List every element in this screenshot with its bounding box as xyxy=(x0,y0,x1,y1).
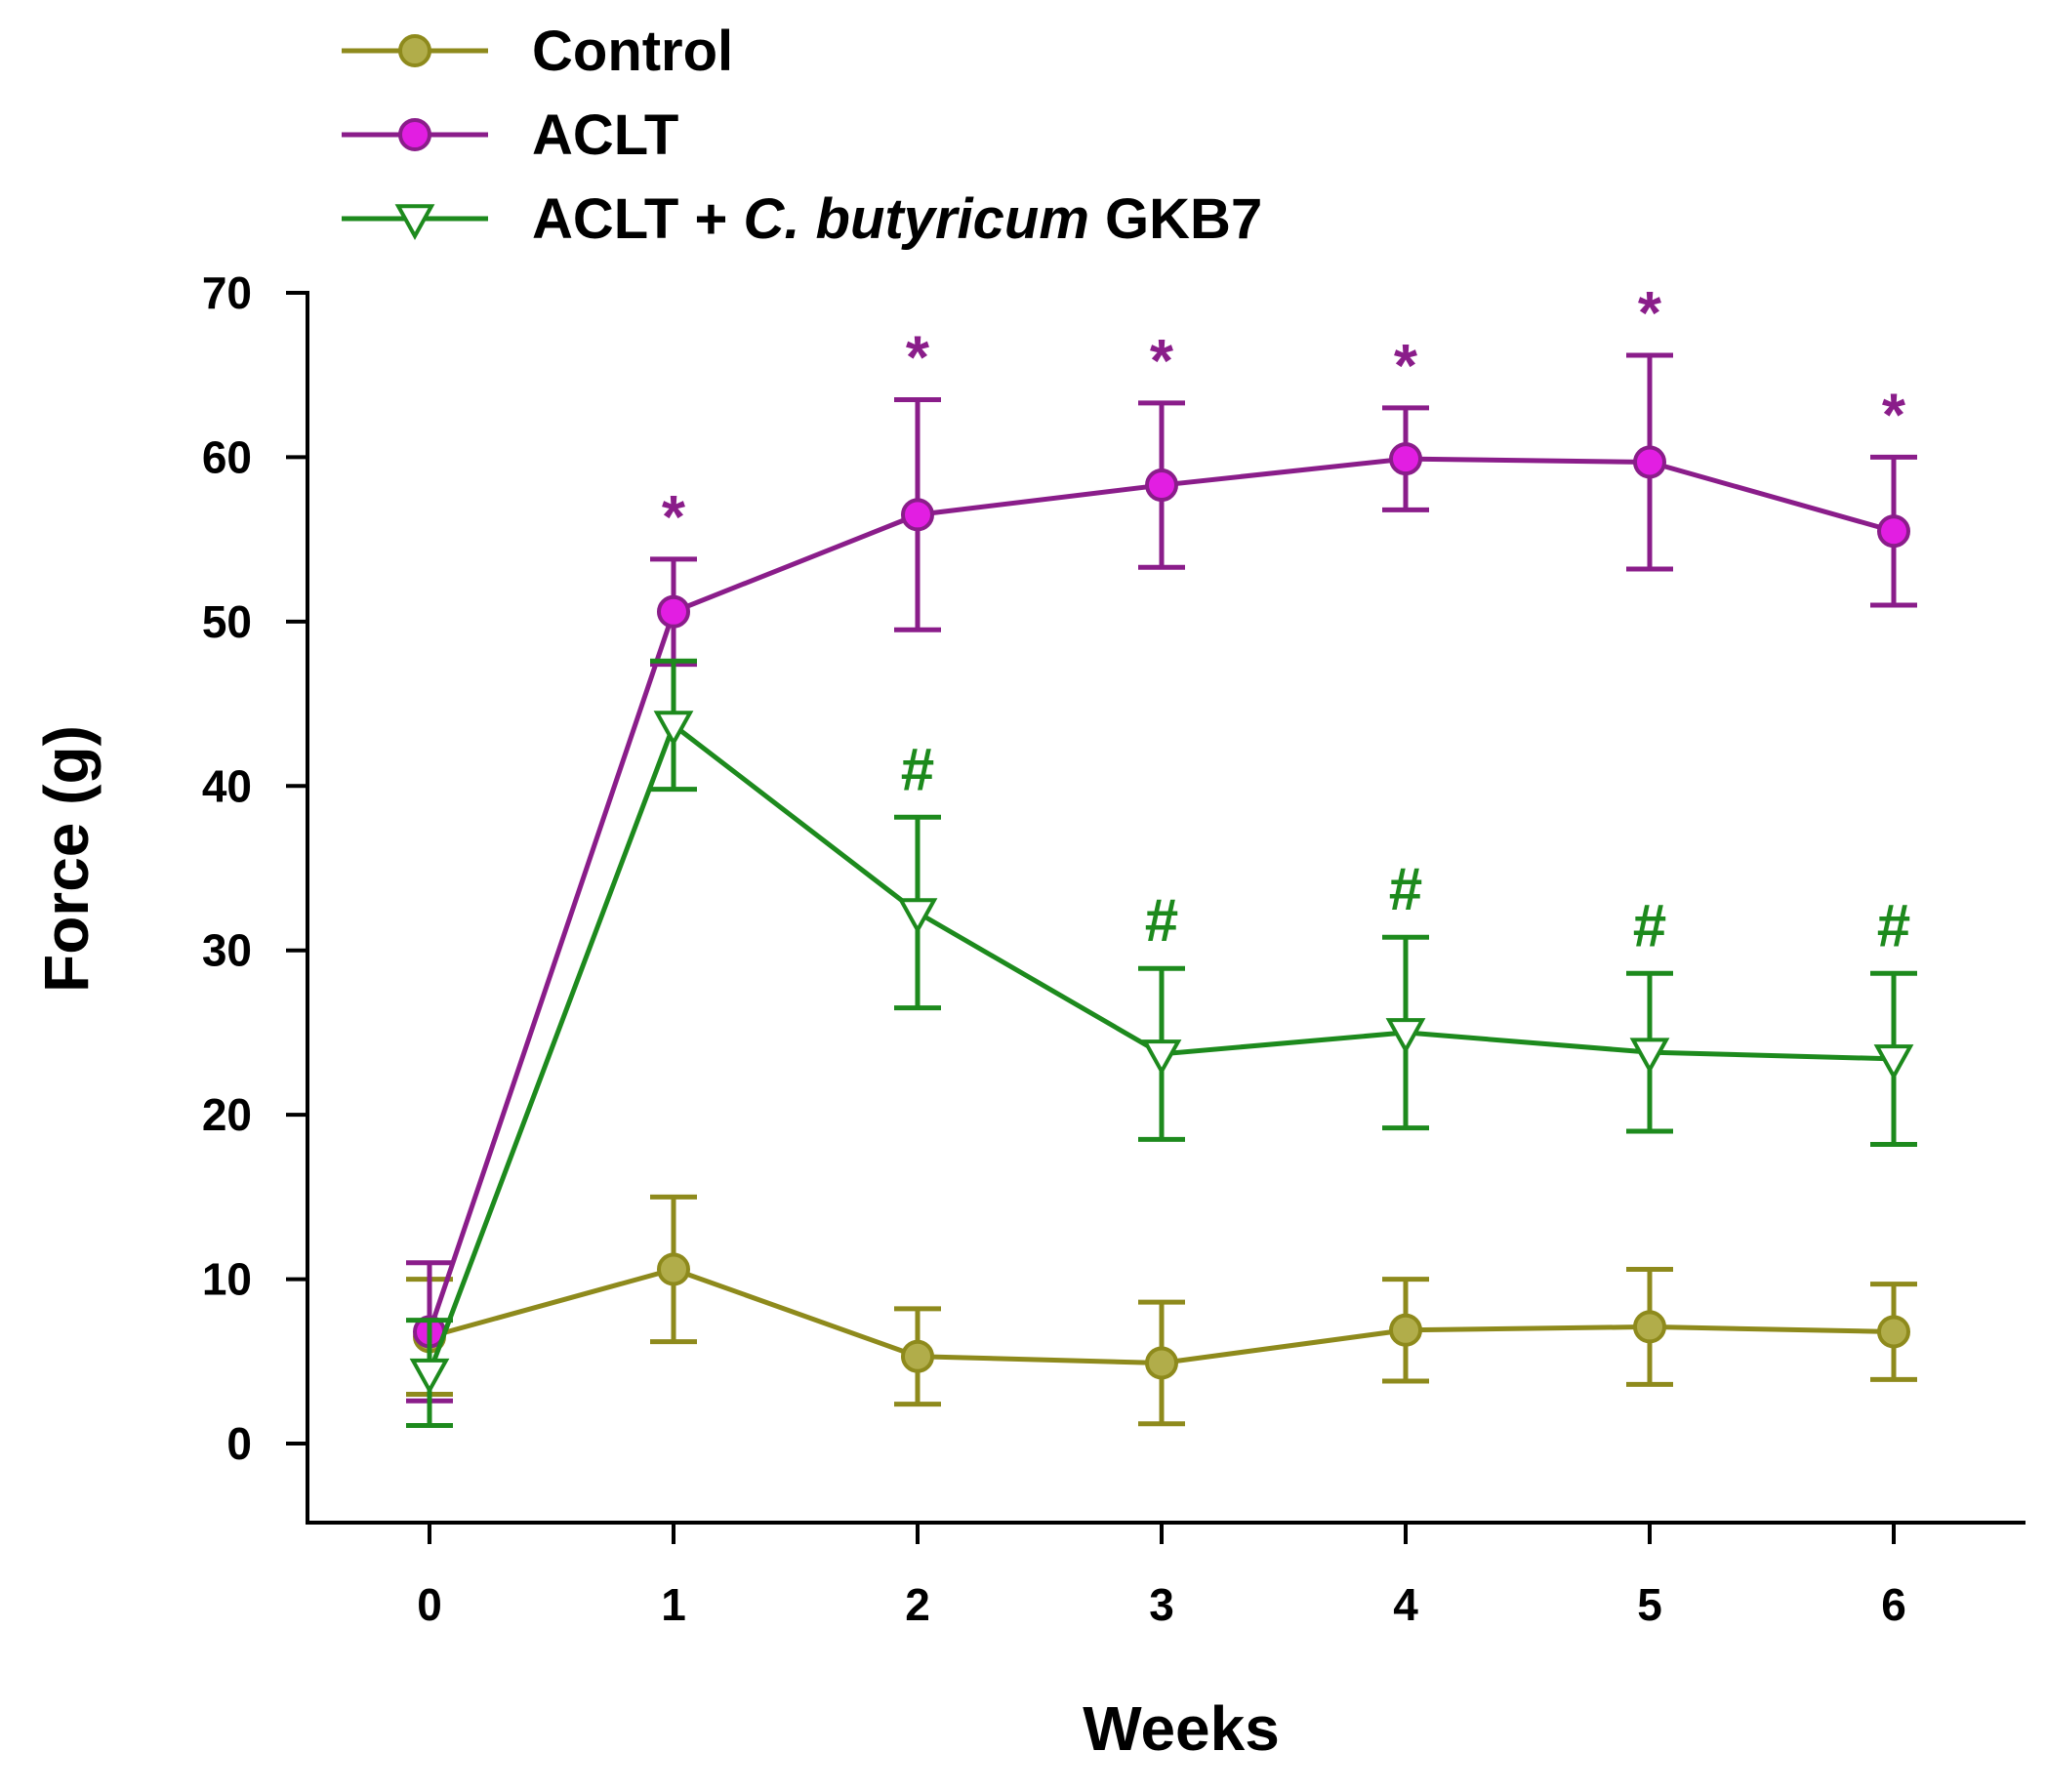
legend-label: Control xyxy=(532,20,733,83)
y-axis-title: Force (g) xyxy=(31,725,102,993)
plot-area: * * * * * * # # # # # xyxy=(406,280,1917,1428)
legend-item-0: Control xyxy=(342,20,733,83)
significance-mark: * xyxy=(1150,328,1174,395)
data-point xyxy=(1145,1346,1178,1380)
significance-mark: * xyxy=(1882,382,1906,449)
legend-triangle-marker xyxy=(394,204,435,240)
significance-mark: # xyxy=(1145,887,1178,955)
significance-mark: # xyxy=(1389,856,1422,923)
legend-label-suffix: GKB7 xyxy=(1089,187,1262,251)
x-axis-title: Weeks xyxy=(1083,1693,1280,1764)
significance-mark: # xyxy=(1877,892,1910,959)
x-tick-label: 5 xyxy=(1637,1579,1662,1630)
data-point xyxy=(1877,514,1910,549)
significance-mark: # xyxy=(901,736,934,803)
y-tick-label: 10 xyxy=(202,1254,252,1305)
series-2: # # # # # xyxy=(406,658,1917,1428)
legend-label: ACLT + C. butyricum GKB7 xyxy=(532,187,1262,251)
legend-item-1: ACLT xyxy=(342,103,678,167)
data-point xyxy=(1145,468,1178,503)
legend-circle-marker xyxy=(398,34,431,67)
y-tick-label: 50 xyxy=(202,596,252,647)
data-point xyxy=(657,594,690,629)
y-tick-label: 20 xyxy=(202,1089,252,1140)
y-axis: 0 10 20 30 40 50 60 70 xyxy=(202,267,309,1523)
data-point xyxy=(653,711,694,747)
y-tick-label: 30 xyxy=(202,925,252,976)
data-point xyxy=(1877,1315,1910,1349)
x-tick-label: 3 xyxy=(1149,1579,1174,1630)
data-point xyxy=(1633,1310,1666,1344)
x-tick-label: 2 xyxy=(905,1579,930,1630)
legend-label-prefix: ACLT + xyxy=(532,187,743,251)
data-point xyxy=(1873,1044,1914,1080)
significance-mark: * xyxy=(662,484,686,551)
data-point xyxy=(1389,442,1422,476)
y-tick-label: 0 xyxy=(226,1418,252,1469)
legend-label-italic: C. butyricum xyxy=(743,187,1089,251)
significance-mark: * xyxy=(1638,280,1662,347)
data-point xyxy=(1389,1313,1422,1347)
legend-circle-marker xyxy=(398,118,431,151)
data-point xyxy=(1633,445,1666,479)
data-point xyxy=(1385,1018,1426,1054)
legend-label: ACLT xyxy=(532,103,678,167)
data-point xyxy=(901,498,934,532)
x-tick-label: 1 xyxy=(661,1579,686,1630)
x-tick-label: 4 xyxy=(1393,1579,1418,1630)
data-point xyxy=(1629,1038,1670,1075)
x-tick-label: 6 xyxy=(1881,1579,1906,1630)
y-tick-label: 70 xyxy=(202,267,252,318)
y-tick-label: 40 xyxy=(202,760,252,811)
significance-mark: * xyxy=(1394,333,1418,400)
data-point xyxy=(897,898,938,934)
legend-item-2: ACLT + C. butyricum GKB7 xyxy=(342,187,1262,251)
data-point xyxy=(901,1339,934,1373)
data-point xyxy=(657,1252,690,1286)
x-tick-label: 0 xyxy=(417,1579,442,1630)
data-point xyxy=(1141,1039,1182,1076)
series-0 xyxy=(406,1194,1917,1427)
data-point xyxy=(409,1358,450,1395)
y-tick-label: 60 xyxy=(202,431,252,482)
significance-mark: # xyxy=(1633,892,1666,959)
significance-mark: * xyxy=(906,324,930,391)
series-1: * * * * * * xyxy=(406,280,1917,1404)
x-axis: 0 1 2 3 4 5 6 xyxy=(306,1521,2026,1630)
legend: Control ACLT ACLT + C. butyricum GKB7 xyxy=(342,20,1262,251)
